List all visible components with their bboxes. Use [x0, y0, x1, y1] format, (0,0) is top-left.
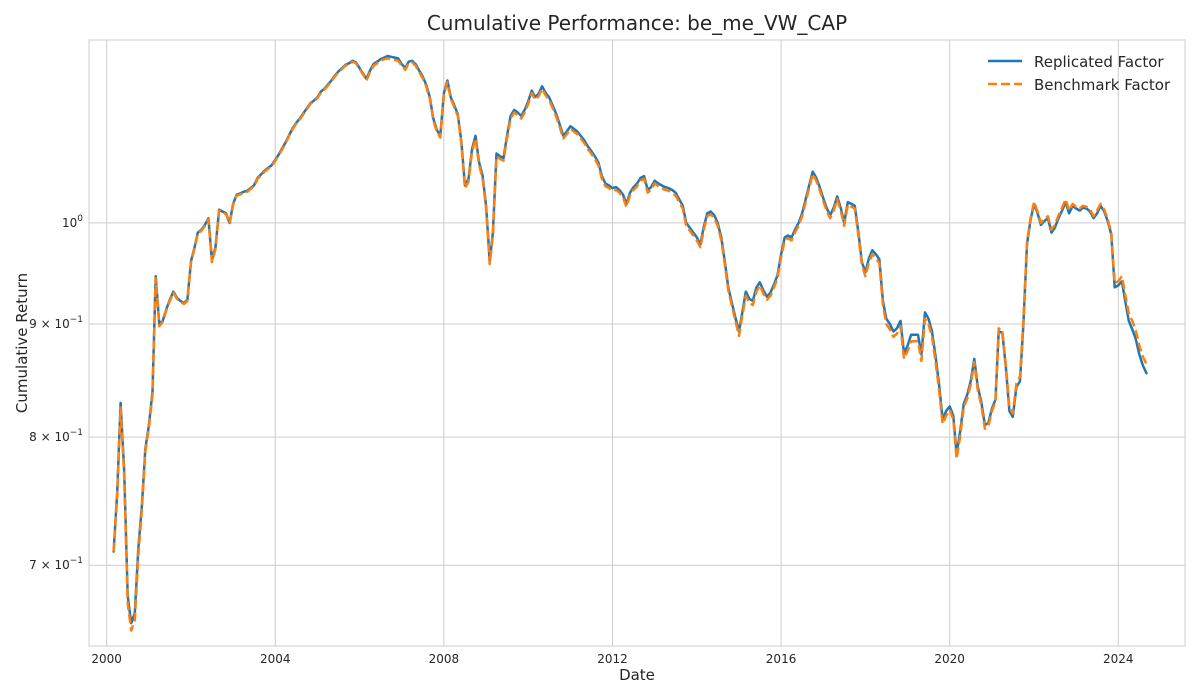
y-tick-label: 8 × 10−1 — [29, 428, 83, 444]
y-tick-label: 7 × 10−1 — [29, 556, 83, 572]
y-tick-label: 9 × 10−1 — [29, 315, 83, 331]
chart-title: Cumulative Performance: be_me_VW_CAP — [427, 11, 847, 35]
x-tick-label: 2004 — [260, 652, 291, 666]
grid-layer — [89, 40, 1185, 646]
x-tick-label: 2000 — [91, 652, 122, 666]
x-tick-label: 2020 — [934, 652, 965, 666]
x-tick-label: 2008 — [429, 652, 460, 666]
legend: Replicated Factor Benchmark Factor — [988, 53, 1171, 94]
series-line-benchmark — [112, 57, 1148, 632]
y-axis-label: Cumulative Return — [13, 273, 31, 413]
x-tick-label: 2012 — [597, 652, 628, 666]
plot-frame — [88, 39, 1186, 647]
x-tick-label: 2016 — [766, 652, 797, 666]
tick-layer: 2000 2004 2008 2012 2016 2020 2024 7 × 10−1 8 × … — [29, 214, 1133, 666]
x-axis-label: Date — [619, 666, 655, 684]
legend-label-benchmark: Benchmark Factor — [1034, 76, 1171, 94]
legend-label-replicated: Replicated Factor — [1034, 53, 1164, 71]
x-tick-label: 2024 — [1103, 652, 1134, 666]
y-tick-label: 100 — [62, 214, 83, 230]
series-layer — [112, 54, 1148, 632]
